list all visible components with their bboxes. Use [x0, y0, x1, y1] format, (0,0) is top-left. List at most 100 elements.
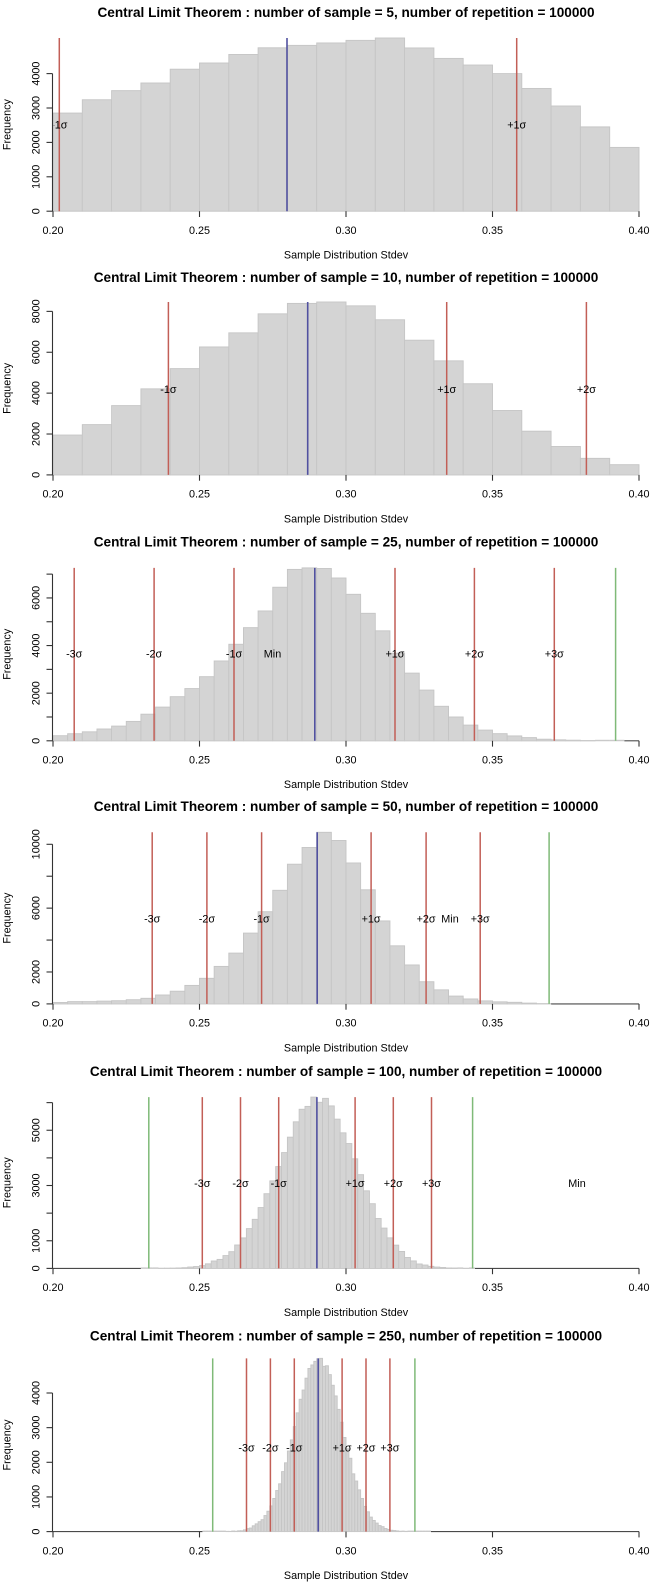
svg-text:0.35: 0.35: [482, 1282, 503, 1294]
svg-text:0.30: 0.30: [335, 225, 356, 237]
svg-text:2000: 2000: [31, 681, 43, 705]
svg-text:2000: 2000: [31, 130, 43, 154]
svg-text:0.20: 0.20: [42, 225, 63, 237]
svg-text:0.20: 0.20: [42, 1282, 63, 1294]
svg-text:8000: 8000: [31, 299, 43, 323]
svg-text:+2σ: +2σ: [577, 384, 596, 396]
svg-text:6000: 6000: [31, 586, 43, 610]
svg-text:0.35: 0.35: [482, 755, 503, 767]
svg-text:0: 0: [31, 1265, 43, 1271]
svg-text:Sample Distribution Stdev: Sample Distribution Stdev: [284, 1307, 409, 1319]
svg-text:Min: Min: [441, 913, 458, 925]
svg-text:0.20: 0.20: [42, 1018, 63, 1030]
svg-text:-2σ: -2σ: [199, 913, 216, 925]
svg-text:Sample Distribution Stdev: Sample Distribution Stdev: [284, 513, 409, 525]
svg-text:2000: 2000: [31, 960, 43, 984]
svg-text:-3σ: -3σ: [238, 1443, 255, 1455]
svg-text:+1σ: +1σ: [437, 384, 456, 396]
svg-text:1000: 1000: [31, 1229, 43, 1253]
svg-text:-3σ: -3σ: [144, 913, 161, 925]
svg-text:Frequency: Frequency: [2, 98, 14, 150]
svg-text:0: 0: [31, 738, 43, 744]
svg-text:Frequency: Frequency: [2, 892, 14, 944]
svg-text:Sample Distribution Stdev: Sample Distribution Stdev: [284, 1042, 409, 1054]
svg-text:0.25: 0.25: [189, 1545, 210, 1557]
svg-text:0.25: 0.25: [189, 755, 210, 767]
svg-text:4000: 4000: [31, 381, 43, 405]
svg-text:0.20: 0.20: [42, 755, 63, 767]
svg-text:Min: Min: [264, 649, 281, 661]
svg-text:-3σ: -3σ: [66, 649, 83, 661]
svg-text:Min: Min: [568, 1178, 585, 1190]
svg-text:Sample Distribution Stdev: Sample Distribution Stdev: [284, 1570, 409, 1582]
svg-text:4000: 4000: [31, 1381, 43, 1405]
svg-text:+2σ: +2σ: [357, 1443, 376, 1455]
svg-text:0.40: 0.40: [628, 1545, 649, 1557]
svg-text:Central Limit Theorem : number: Central Limit Theorem : number of sample…: [90, 1329, 602, 1344]
svg-text:-1σ: -1σ: [253, 913, 270, 925]
svg-text:0: 0: [31, 208, 43, 214]
svg-text:+1σ: +1σ: [507, 119, 526, 131]
svg-text:0.40: 0.40: [628, 1018, 649, 1030]
svg-text:-2σ: -2σ: [146, 649, 163, 661]
svg-text:-2σ: -2σ: [232, 1178, 249, 1190]
svg-text:Central Limit Theorem : number: Central Limit Theorem : number of sample…: [90, 1064, 602, 1079]
svg-text:Frequency: Frequency: [2, 1157, 14, 1209]
svg-text:0.40: 0.40: [628, 755, 649, 767]
svg-text:6000: 6000: [31, 896, 43, 920]
svg-text:Frequency: Frequency: [2, 1419, 14, 1471]
svg-text:0.25: 0.25: [189, 489, 210, 501]
svg-text:1000: 1000: [31, 165, 43, 189]
svg-text:4000: 4000: [31, 62, 43, 86]
svg-text:0: 0: [31, 1001, 43, 1007]
svg-text:+3σ: +3σ: [422, 1178, 441, 1190]
svg-text:+1σ: +1σ: [346, 1178, 365, 1190]
svg-text:0.40: 0.40: [628, 489, 649, 501]
svg-text:0.30: 0.30: [335, 1282, 356, 1294]
svg-text:Sample Distribution Stdev: Sample Distribution Stdev: [284, 250, 409, 262]
svg-text:0.30: 0.30: [335, 755, 356, 767]
svg-text:Central Limit Theorem : number: Central Limit Theorem : number of sample…: [94, 270, 599, 285]
svg-text:0.35: 0.35: [482, 489, 503, 501]
svg-text:Central Limit Theorem : number: Central Limit Theorem : number of sample…: [94, 799, 599, 814]
svg-text:+3σ: +3σ: [380, 1443, 399, 1455]
svg-text:+2σ: +2σ: [465, 649, 484, 661]
svg-text:+3σ: +3σ: [545, 649, 564, 661]
svg-text:+2σ: +2σ: [417, 913, 436, 925]
svg-text:Frequency: Frequency: [2, 362, 14, 414]
svg-text:-1σ: -1σ: [286, 1443, 303, 1455]
svg-text:0.40: 0.40: [628, 225, 649, 237]
svg-text:-1σ: -1σ: [226, 649, 243, 661]
svg-text:0.20: 0.20: [42, 489, 63, 501]
svg-text:3000: 3000: [31, 1416, 43, 1440]
svg-text:-3σ: -3σ: [194, 1178, 211, 1190]
svg-text:4000: 4000: [31, 634, 43, 658]
svg-text:Central Limit Theorem : number: Central Limit Theorem : number of sample…: [94, 535, 599, 550]
svg-text:0.30: 0.30: [335, 1018, 356, 1030]
svg-text:-1σ: -1σ: [51, 119, 68, 131]
svg-text:+1σ: +1σ: [386, 649, 405, 661]
svg-text:0: 0: [31, 1529, 43, 1535]
svg-text:6000: 6000: [31, 340, 43, 364]
svg-text:3000: 3000: [31, 1173, 43, 1197]
svg-text:0.25: 0.25: [189, 1018, 210, 1030]
svg-text:2000: 2000: [31, 422, 43, 446]
svg-text:-2σ: -2σ: [262, 1443, 279, 1455]
svg-text:+2σ: +2σ: [384, 1178, 403, 1190]
svg-text:0.25: 0.25: [189, 225, 210, 237]
svg-text:-1σ: -1σ: [160, 384, 177, 396]
svg-text:Central Limit Theorem : number: Central Limit Theorem : number of sample…: [97, 5, 594, 20]
svg-text:0.35: 0.35: [482, 1545, 503, 1557]
svg-text:0.25: 0.25: [189, 1282, 210, 1294]
svg-text:0.20: 0.20: [42, 1545, 63, 1557]
svg-text:3000: 3000: [31, 96, 43, 120]
svg-text:-1σ: -1σ: [271, 1178, 288, 1190]
svg-text:0.30: 0.30: [335, 1545, 356, 1557]
svg-text:5000: 5000: [31, 1118, 43, 1142]
svg-text:0: 0: [31, 472, 43, 478]
svg-text:Frequency: Frequency: [2, 628, 14, 680]
svg-text:1000: 1000: [31, 1485, 43, 1509]
svg-text:0.30: 0.30: [335, 489, 356, 501]
svg-text:0.40: 0.40: [628, 1282, 649, 1294]
svg-text:2000: 2000: [31, 1450, 43, 1474]
